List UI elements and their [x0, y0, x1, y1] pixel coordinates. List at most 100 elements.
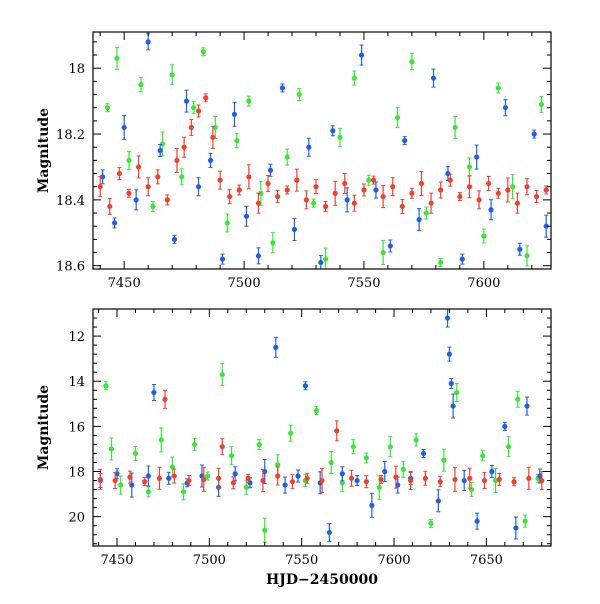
data-point [459, 256, 465, 262]
data-point [183, 98, 190, 104]
data-point [191, 441, 198, 448]
data-point [446, 351, 453, 357]
data-point [180, 489, 187, 495]
data-point [524, 403, 530, 409]
data-point [97, 184, 103, 190]
data-point [243, 213, 250, 219]
data-point [348, 475, 355, 481]
data-point [126, 157, 132, 163]
data-point [246, 98, 252, 104]
data-point [474, 518, 480, 524]
data-point [126, 190, 132, 196]
y-tick-label: 18.2 [56, 128, 85, 143]
data-point [291, 226, 298, 233]
data-point [114, 55, 120, 61]
data-point [418, 180, 425, 187]
data-point [295, 473, 301, 479]
data-point [164, 197, 170, 203]
data-point [543, 223, 549, 229]
data-point [394, 114, 401, 121]
data-point [159, 141, 166, 147]
data-point [256, 441, 262, 448]
data-point [423, 210, 429, 216]
data-point [505, 444, 512, 450]
x-tick-label: 7600 [377, 553, 410, 568]
data-point [452, 124, 458, 131]
x-tick-label: 7600 [467, 276, 500, 291]
data-point [116, 170, 122, 177]
x-tick-label: 7500 [193, 553, 226, 568]
y-axis-label: Magnitude [36, 108, 52, 193]
data-point [373, 187, 379, 193]
data-point [171, 473, 177, 479]
data-point [399, 203, 405, 210]
series-1 [103, 362, 541, 543]
data-point [511, 479, 517, 485]
data-point [480, 453, 486, 459]
data-point [230, 480, 236, 486]
data-point [201, 476, 207, 483]
plot-frame-bottom [92, 308, 552, 547]
data-point [444, 315, 451, 321]
data-point [150, 203, 156, 210]
data-point [351, 75, 357, 81]
data-point [127, 474, 133, 480]
data-point [350, 444, 356, 450]
x-tick-label: 7450 [100, 553, 133, 568]
data-point [195, 184, 202, 190]
data-point [322, 203, 329, 210]
data-point [332, 190, 338, 196]
data-point [370, 177, 377, 183]
data-point [339, 480, 345, 486]
y-tick-label: 16 [68, 420, 85, 435]
data-point [111, 220, 118, 226]
data-point [387, 243, 393, 249]
data-point [129, 482, 135, 488]
data-point [231, 111, 238, 117]
data-point [191, 105, 197, 111]
data-point [382, 468, 388, 475]
data-point [151, 389, 157, 396]
series-3 [97, 389, 545, 494]
data-point [188, 124, 194, 131]
data-point [267, 167, 274, 173]
data-point [445, 170, 451, 177]
x-tick-label: 7500 [228, 276, 261, 291]
data-point [227, 193, 233, 200]
data-point [505, 187, 511, 193]
data-point [390, 184, 396, 190]
data-point [409, 59, 415, 65]
data-point [438, 259, 444, 266]
data-point [496, 476, 502, 483]
data-point [363, 479, 369, 485]
data-point [304, 475, 310, 481]
data-point [514, 200, 521, 206]
series-1 [104, 46, 545, 269]
data-point [457, 193, 463, 200]
data-point [376, 484, 382, 490]
data-point [296, 91, 302, 98]
data-point [481, 477, 488, 484]
data-point [413, 437, 419, 443]
data-point [319, 477, 325, 484]
data-point [502, 105, 509, 111]
data-point [279, 85, 286, 91]
data-point [145, 473, 152, 479]
data-point [474, 154, 480, 160]
data-point [378, 476, 384, 483]
data-point [107, 203, 113, 210]
data-point [104, 105, 110, 111]
data-point [236, 187, 242, 193]
data-point [435, 498, 441, 504]
data-point [517, 246, 523, 252]
data-point [510, 184, 516, 190]
data-point [284, 154, 290, 160]
data-point [219, 256, 226, 262]
data-point [486, 180, 492, 187]
data-point [157, 147, 163, 154]
data-point [476, 197, 482, 203]
data-point [203, 95, 209, 101]
data-point [255, 253, 262, 259]
